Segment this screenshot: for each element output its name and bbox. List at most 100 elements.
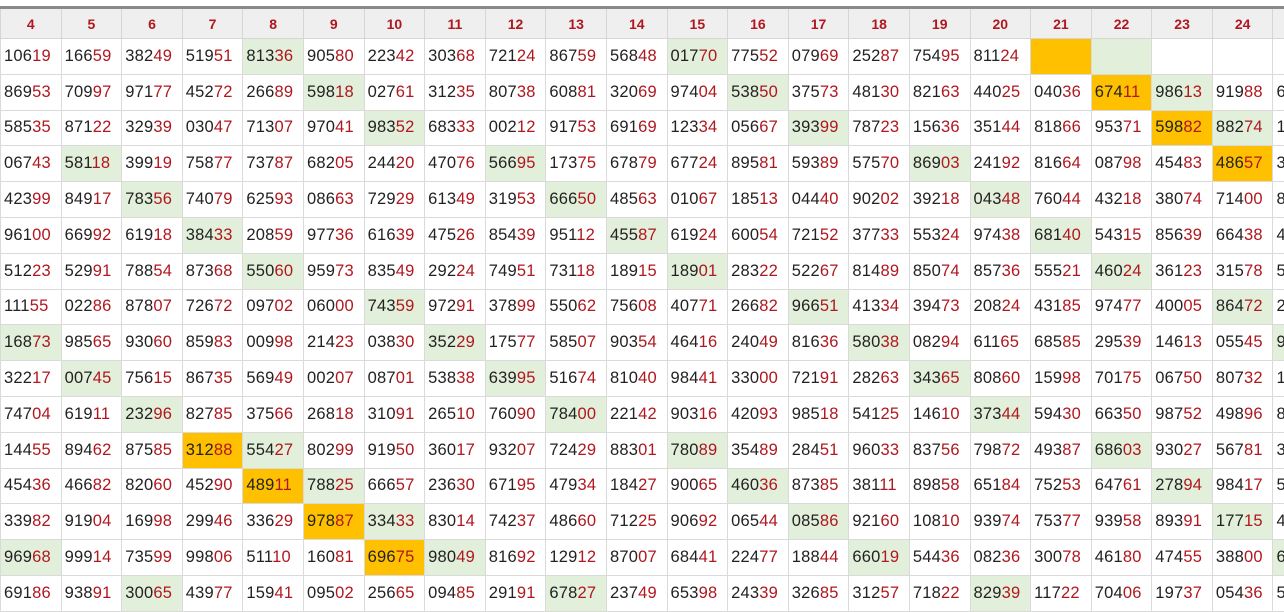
cell-suffix-digits: 69 (638, 118, 657, 136)
column-header[interactable]: 14 (606, 9, 667, 39)
table-cell: 38249 (122, 39, 183, 75)
cell-suffix-digits: 82 (759, 297, 778, 315)
column-header[interactable]: 23 (1152, 9, 1213, 39)
table-cell: 75877 (182, 146, 243, 182)
cell-suffix-digits: 40 (820, 190, 839, 208)
column-header[interactable]: 12 (485, 9, 546, 39)
table-cell: 72429 (546, 432, 607, 468)
cell-suffix-digits: 17 (1244, 476, 1263, 494)
column-header[interactable]: 9 (303, 9, 364, 39)
table-cell: 87807 (122, 289, 183, 325)
cell-suffix-digits: 81 (335, 548, 354, 566)
cell-suffix-digits: 27 (638, 476, 657, 494)
column-header[interactable]: 17 (788, 9, 849, 39)
column-header[interactable]: 13 (546, 9, 607, 39)
column-header[interactable]: 8 (243, 9, 304, 39)
table-cell: 56695 (485, 146, 546, 182)
cell-suffix-digits: 70 (880, 154, 899, 172)
cell-suffix-digits: 36 (275, 47, 294, 65)
table-cell: 27894 (1152, 468, 1213, 504)
cell-suffix-digits: 60 (275, 262, 294, 280)
table-cell: 08236 (970, 540, 1031, 576)
table-cell: 61924 (667, 217, 728, 253)
table-cell: 78089 (667, 432, 728, 468)
cell-suffix-digits: 15 (1123, 226, 1142, 244)
column-header[interactable]: 18 (849, 9, 910, 39)
table-cell: 6 (1273, 74, 1284, 110)
table-cell: 45436 (1, 468, 62, 504)
cell-suffix-digits: 87 (1062, 441, 1081, 459)
cell-suffix-digits: 95 (517, 369, 536, 387)
cell-suffix-digits: 07 (335, 369, 354, 387)
column-header[interactable]: 11 (425, 9, 486, 39)
cell-suffix-digits: 89 (759, 441, 778, 459)
table-cell: 83549 (364, 253, 425, 289)
table-cell: 74951 (485, 253, 546, 289)
column-header[interactable]: 15 (667, 9, 728, 39)
table-cell: 14610 (909, 396, 970, 432)
table-cell: 62593 (243, 182, 304, 218)
table-cell: 42399 (1, 182, 62, 218)
cell-suffix-digits: 00 (577, 405, 596, 423)
table-cell: 39473 (909, 289, 970, 325)
column-header[interactable]: 6 (122, 9, 183, 39)
column-header[interactable]: 16 (728, 9, 789, 39)
table-cell: 33629 (243, 504, 304, 540)
column-header[interactable] (1273, 9, 1284, 39)
table-cell: 22342 (364, 39, 425, 75)
table-cell: 66657 (364, 468, 425, 504)
cell-suffix-digits: 59 (275, 226, 294, 244)
table-cell: 05545 (1212, 325, 1273, 361)
cell-suffix-digits: 91 (93, 584, 112, 602)
cell-suffix-digits: 32 (1244, 369, 1263, 387)
column-header[interactable]: 7 (182, 9, 243, 39)
cell-suffix-digits: 95 (941, 47, 960, 65)
cell-suffix-digits: 99 (153, 548, 172, 566)
column-header[interactable]: 22 (1091, 9, 1152, 39)
table-cell: 85074 (909, 253, 970, 289)
cell-suffix-digits: 00 (1244, 190, 1263, 208)
table-cell: 68585 (1031, 325, 1092, 361)
table-cell: 97736 (303, 217, 364, 253)
column-header[interactable]: 10 (364, 9, 425, 39)
table-cell: 68140 (1031, 217, 1092, 253)
cell-suffix-digits: 77 (1123, 297, 1142, 315)
cell-suffix-digits: 02 (275, 297, 294, 315)
table-cell: 93974 (970, 504, 1031, 540)
cell-suffix-digits: 91 (820, 369, 839, 387)
table-cell: 55521 (1031, 253, 1092, 289)
cell-suffix-digits: 19 (880, 548, 899, 566)
table-cell: 04348 (970, 182, 1031, 218)
table-cell: 73599 (122, 540, 183, 576)
cell-suffix-digits: 36 (1002, 548, 1021, 566)
table-cell: 43977 (182, 575, 243, 611)
table-cell: 81124 (970, 39, 1031, 75)
cell-suffix-digits: 23 (1183, 262, 1202, 280)
column-header[interactable]: 4 (1, 9, 62, 39)
column-header[interactable]: 5 (61, 9, 122, 39)
cell-suffix-digits: 34 (577, 476, 596, 494)
column-header[interactable]: 21 (1031, 9, 1092, 39)
table-cell: 16998 (122, 504, 183, 540)
table-cell: 20824 (970, 289, 1031, 325)
table-cell: 18427 (606, 468, 667, 504)
table-cell: 78825 (303, 468, 364, 504)
table-cell: 66992 (61, 217, 122, 253)
table-cell: 40005 (1152, 289, 1213, 325)
column-header[interactable]: 20 (970, 9, 1031, 39)
cell-suffix-digits: 77 (214, 154, 233, 172)
table-cell: 61918 (122, 217, 183, 253)
cell-suffix-digits: 62 (93, 441, 112, 459)
cell-suffix-digits: 30 (396, 333, 415, 351)
cell-suffix-digits: 18 (576, 262, 595, 280)
cell-suffix-digits: 84 (1002, 476, 1021, 494)
table-cell: 26682 (728, 289, 789, 325)
column-header[interactable]: 24 (1212, 9, 1273, 39)
cell-suffix-digits: 16 (699, 405, 718, 423)
cell-suffix-digits: 38 (456, 369, 475, 387)
table-cell: 76044 (1031, 182, 1092, 218)
column-header[interactable]: 19 (909, 9, 970, 39)
